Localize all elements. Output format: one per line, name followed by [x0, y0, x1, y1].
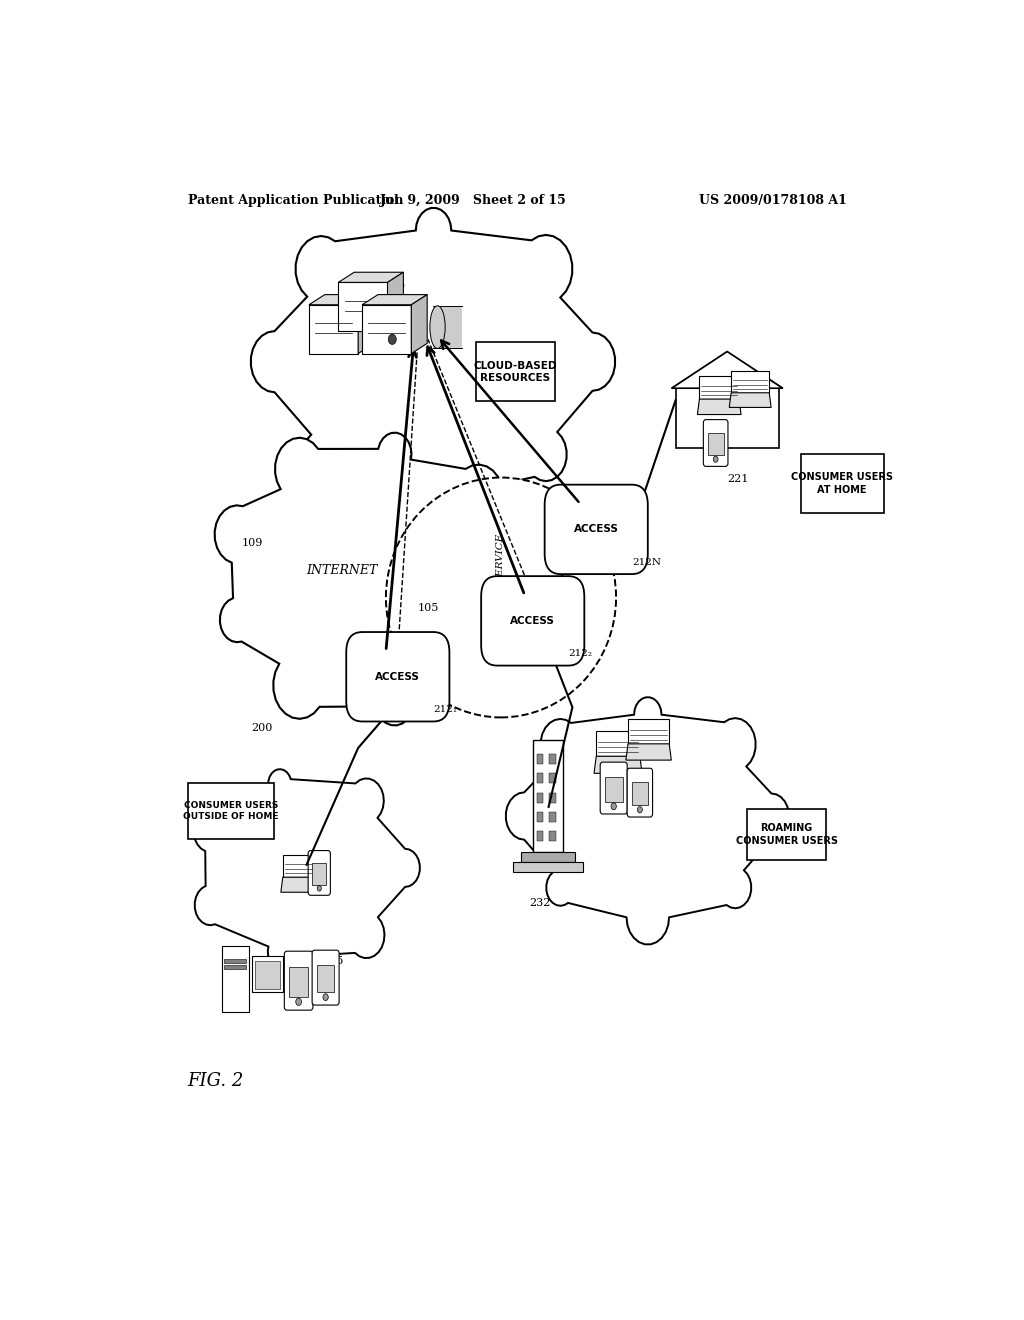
Polygon shape	[362, 294, 427, 305]
Ellipse shape	[430, 306, 445, 348]
FancyBboxPatch shape	[537, 754, 543, 764]
Circle shape	[637, 807, 642, 813]
Text: 212₁: 212₁	[433, 705, 458, 714]
Polygon shape	[215, 433, 532, 726]
Polygon shape	[283, 854, 321, 878]
Polygon shape	[626, 744, 672, 760]
FancyBboxPatch shape	[255, 961, 280, 989]
Text: US 2009/0178108 A1: US 2009/0178108 A1	[699, 194, 847, 207]
FancyBboxPatch shape	[537, 774, 543, 784]
Polygon shape	[412, 294, 427, 354]
Polygon shape	[309, 294, 374, 305]
FancyBboxPatch shape	[221, 946, 250, 1012]
FancyBboxPatch shape	[346, 632, 450, 722]
Text: 232: 232	[528, 899, 550, 908]
Text: INTERNET: INTERNET	[306, 564, 378, 577]
Polygon shape	[729, 393, 771, 408]
FancyBboxPatch shape	[632, 781, 648, 805]
FancyBboxPatch shape	[513, 862, 583, 873]
Circle shape	[323, 994, 329, 1001]
Circle shape	[714, 457, 718, 462]
Text: 221: 221	[727, 474, 749, 483]
Polygon shape	[251, 209, 615, 528]
Polygon shape	[362, 305, 412, 354]
Polygon shape	[672, 351, 783, 388]
Text: Patent Application Publication: Patent Application Publication	[187, 194, 403, 207]
Circle shape	[296, 998, 301, 1006]
Ellipse shape	[386, 478, 616, 718]
Polygon shape	[594, 756, 642, 774]
FancyBboxPatch shape	[224, 960, 246, 962]
FancyBboxPatch shape	[545, 484, 648, 574]
FancyBboxPatch shape	[537, 792, 543, 803]
FancyBboxPatch shape	[550, 792, 556, 803]
Polygon shape	[628, 719, 670, 744]
Circle shape	[388, 334, 396, 345]
FancyBboxPatch shape	[475, 342, 555, 401]
Text: 105: 105	[418, 603, 439, 612]
FancyBboxPatch shape	[746, 809, 826, 859]
FancyBboxPatch shape	[252, 956, 283, 993]
Text: GLOBAL SCM SERVICE: GLOBAL SCM SERVICE	[497, 533, 506, 661]
Circle shape	[317, 886, 322, 891]
FancyBboxPatch shape	[285, 952, 313, 1010]
Polygon shape	[596, 731, 640, 756]
FancyBboxPatch shape	[708, 433, 724, 455]
Text: FIG. 2: FIG. 2	[187, 1072, 244, 1090]
Polygon shape	[281, 878, 323, 892]
FancyBboxPatch shape	[532, 739, 563, 851]
Text: CLOUD-BASED
RESOURCES: CLOUD-BASED RESOURCES	[473, 360, 557, 383]
Polygon shape	[731, 371, 769, 393]
FancyBboxPatch shape	[224, 965, 246, 969]
Polygon shape	[309, 305, 358, 354]
Text: 212₂: 212₂	[568, 649, 593, 659]
Polygon shape	[338, 272, 403, 282]
FancyBboxPatch shape	[308, 850, 331, 895]
FancyBboxPatch shape	[550, 832, 556, 841]
FancyBboxPatch shape	[537, 812, 543, 822]
Text: 235: 235	[323, 957, 343, 966]
Text: ACCESS: ACCESS	[573, 524, 618, 535]
FancyBboxPatch shape	[289, 968, 308, 997]
FancyBboxPatch shape	[188, 783, 274, 840]
FancyBboxPatch shape	[537, 832, 543, 841]
Polygon shape	[433, 306, 462, 348]
FancyBboxPatch shape	[801, 454, 884, 513]
Text: 109: 109	[242, 537, 263, 548]
Circle shape	[611, 803, 616, 809]
Polygon shape	[699, 376, 739, 399]
Polygon shape	[358, 294, 374, 354]
FancyBboxPatch shape	[481, 576, 585, 665]
FancyBboxPatch shape	[312, 863, 327, 884]
Polygon shape	[387, 272, 403, 331]
FancyBboxPatch shape	[605, 776, 623, 801]
FancyBboxPatch shape	[316, 965, 335, 993]
Text: ACCESS: ACCESS	[376, 672, 420, 681]
Text: 212N: 212N	[632, 558, 660, 566]
Text: ACCESS: ACCESS	[510, 616, 555, 626]
Text: ROAMING
CONSUMER USERS: ROAMING CONSUMER USERS	[735, 824, 838, 846]
Polygon shape	[194, 770, 420, 968]
FancyBboxPatch shape	[312, 950, 339, 1005]
Text: 215: 215	[383, 279, 404, 292]
FancyBboxPatch shape	[550, 812, 556, 822]
FancyBboxPatch shape	[600, 762, 627, 814]
FancyBboxPatch shape	[627, 768, 652, 817]
Text: Jul. 9, 2009   Sheet 2 of 15: Jul. 9, 2009 Sheet 2 of 15	[380, 194, 566, 207]
Polygon shape	[697, 399, 741, 414]
FancyBboxPatch shape	[550, 774, 556, 784]
FancyBboxPatch shape	[521, 851, 574, 862]
Polygon shape	[338, 282, 387, 331]
FancyBboxPatch shape	[703, 420, 728, 466]
Text: CONSUMER USERS
AT HOME: CONSUMER USERS AT HOME	[792, 473, 893, 495]
Polygon shape	[676, 388, 778, 447]
Text: CONSUMER USERS
OUTSIDE OF HOME: CONSUMER USERS OUTSIDE OF HOME	[183, 801, 279, 821]
Text: 200: 200	[251, 722, 272, 733]
FancyBboxPatch shape	[550, 754, 556, 764]
Polygon shape	[506, 697, 788, 944]
